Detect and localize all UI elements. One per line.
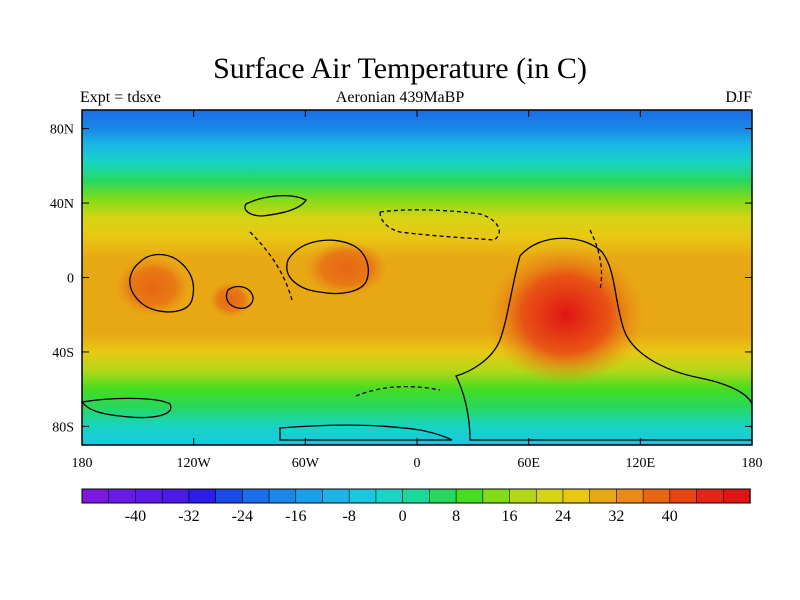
colorbar-label: 32 xyxy=(608,508,624,525)
colorbar-swatch xyxy=(81,488,110,504)
warm-region-small-islands xyxy=(208,281,253,318)
x-tick-label: 60E xyxy=(517,456,540,471)
x-tick-label: 60W xyxy=(292,456,320,471)
x-tick-label: 120E xyxy=(626,456,656,471)
colorbar-swatch xyxy=(348,488,377,504)
colorbar-swatch xyxy=(696,488,724,504)
colorbar-swatch xyxy=(215,488,244,504)
dashed-coast-north xyxy=(379,209,500,241)
y-tick-label: 80N xyxy=(50,123,74,138)
warm-region-laurentia xyxy=(304,240,389,297)
colorbar-swatch xyxy=(589,488,618,504)
coastlines xyxy=(82,195,752,441)
chart-title: Surface Air Temperature (in C) xyxy=(213,52,587,85)
y-tick-label: 40S xyxy=(52,346,74,361)
x-axis: 180 120W 60W 0 60E 120E 180 xyxy=(72,110,763,471)
dashed-coast-west xyxy=(249,231,293,301)
colorbar-label: 8 xyxy=(452,508,460,525)
dashed-coastlines xyxy=(249,209,603,397)
y-tick-label: 80S xyxy=(52,420,74,435)
colorbar-swatch xyxy=(161,488,190,504)
colorbar-label: -40 xyxy=(125,508,146,525)
season-label: DJF xyxy=(725,89,752,106)
dashed-coast-east xyxy=(589,229,603,291)
y-tick-label: 0 xyxy=(67,272,74,287)
colorbar-swatch xyxy=(188,488,217,504)
colorbar-swatch xyxy=(108,488,137,504)
colorbar-label: -8 xyxy=(343,508,356,525)
coastline-west xyxy=(129,253,195,313)
y-tick-label: 40N xyxy=(50,197,74,212)
colorbar-swatch xyxy=(722,488,751,504)
colorbar-swatch xyxy=(509,488,537,504)
colorbar-frame xyxy=(81,488,751,504)
warm-anomaly-layer xyxy=(114,240,646,385)
colorbar-label: -32 xyxy=(178,508,199,525)
colorbar-swatch xyxy=(482,488,511,504)
coastline-laurentia xyxy=(286,239,369,295)
x-tick-label: 180 xyxy=(742,456,763,471)
x-tick-label: 180 xyxy=(72,456,93,471)
colorbar-swatch xyxy=(402,488,431,504)
coastline-islands xyxy=(225,285,254,309)
period-label: Aeronian 439MaBP xyxy=(335,89,465,106)
colorbar-swatch xyxy=(135,488,163,504)
colorbar-swatch xyxy=(455,488,484,504)
colorbar-swatch xyxy=(375,488,404,504)
experiment-label: Expt = tdsxe xyxy=(80,89,162,106)
colorbar-swatch xyxy=(669,488,698,504)
colorbar-swatch xyxy=(268,488,297,504)
coastline-south xyxy=(82,397,172,419)
colorbar-swatch xyxy=(429,488,457,504)
map-area xyxy=(82,110,752,445)
colorbar-swatch xyxy=(242,488,270,504)
colorbar-label: 16 xyxy=(502,508,518,525)
colorbar-label: -24 xyxy=(232,508,253,525)
colorbar-swatch xyxy=(562,488,591,504)
colorbar-swatch xyxy=(642,488,671,504)
warm-region-western-landmass xyxy=(114,256,191,317)
colorbar-swatch xyxy=(322,488,350,504)
coastline-antarctic xyxy=(279,424,453,441)
colorbar-label: 24 xyxy=(555,508,571,525)
x-tick-label: 120W xyxy=(177,456,212,471)
y-axis: 80N 40N 0 40S 80S xyxy=(50,123,752,435)
colorbar-label: 0 xyxy=(399,508,407,525)
colorbar-swatch xyxy=(616,488,644,504)
zonal-temperature-field xyxy=(82,110,752,445)
coastline-north-island xyxy=(244,195,307,217)
colorbar: -40 -32 -24 -16 -8 0 8 16 24 32 40 xyxy=(81,488,751,525)
dashed-coast-south xyxy=(355,385,441,397)
colorbar-swatch xyxy=(295,488,324,504)
coastline-gondwana xyxy=(455,237,752,441)
colorbar-label: 40 xyxy=(662,508,678,525)
colorbar-swatch xyxy=(535,488,564,504)
colorbar-label: -16 xyxy=(285,508,306,525)
x-tick-label: 0 xyxy=(414,456,421,471)
warm-region-gondwana-interior xyxy=(485,244,646,385)
